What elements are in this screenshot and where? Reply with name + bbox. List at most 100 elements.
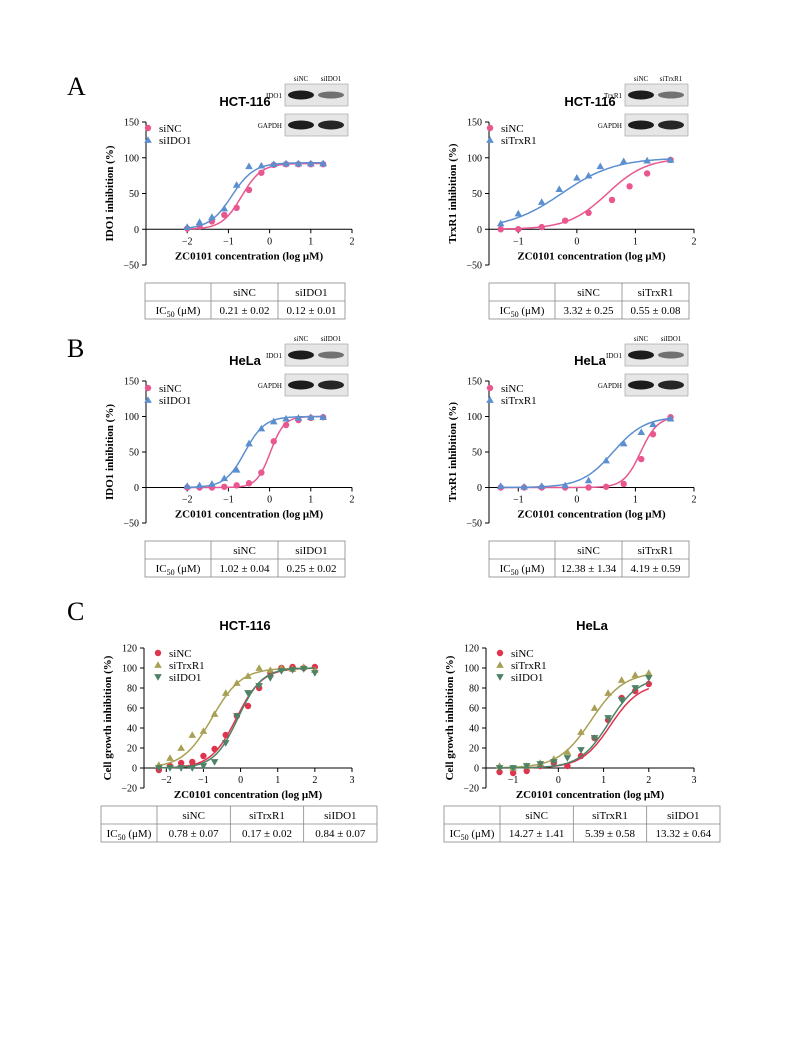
fit-curve-sitrxr1 bbox=[500, 417, 671, 489]
table-header: siIDO1 bbox=[295, 545, 327, 557]
data-point-siido1 bbox=[155, 765, 163, 772]
blot-col-label: siIDO1 bbox=[661, 335, 682, 343]
legend-marker-sitrxr1 bbox=[486, 396, 494, 403]
data-point-siido1 bbox=[536, 761, 545, 768]
data-point-siido1 bbox=[255, 683, 263, 690]
data-point-sitrxr1 bbox=[537, 482, 546, 489]
data-point-sitrxr1 bbox=[666, 414, 675, 422]
data-point-siido1 bbox=[563, 755, 572, 762]
data-point-siido1 bbox=[307, 413, 315, 421]
legend-marker-siido1 bbox=[144, 136, 152, 143]
table-header: siNC bbox=[233, 287, 256, 299]
chart-title: HCT-116 bbox=[564, 94, 615, 109]
y-tick-label: 100 bbox=[467, 153, 482, 164]
legend-label-sitrxr1: siTrxR1 bbox=[501, 395, 537, 407]
legend-label-sinc: siNC bbox=[169, 648, 192, 660]
blot-band bbox=[658, 120, 684, 130]
legend-marker-siido1 bbox=[154, 674, 162, 681]
table-header: siTrxR1 bbox=[592, 810, 628, 822]
y-tick-label: 60 bbox=[469, 704, 479, 715]
data-point-sitrxr1 bbox=[244, 672, 252, 679]
data-point-sitrxr1 bbox=[573, 173, 581, 181]
data-point-sitrxr1 bbox=[577, 728, 585, 735]
x-axis-title: ZC0101 concentration (log μM) bbox=[516, 789, 665, 801]
data-point-sitrxr1 bbox=[166, 754, 174, 761]
data-point-sinc bbox=[270, 438, 277, 445]
x-tick-label: 3 bbox=[350, 775, 355, 786]
x-tick-label: 0 bbox=[574, 236, 579, 247]
panel-label-c: C bbox=[67, 597, 84, 626]
y-axis-title: TrxR1 inhibition (%) bbox=[447, 143, 459, 243]
y-tick-label: 50 bbox=[129, 448, 139, 459]
y-tick-label: −50 bbox=[123, 261, 139, 272]
data-point-sinc bbox=[643, 170, 651, 177]
blot-strip bbox=[624, 373, 689, 397]
data-point-siido1 bbox=[208, 480, 216, 487]
data-point-sitrxr1 bbox=[619, 157, 628, 165]
data-point-sitrxr1 bbox=[666, 156, 675, 163]
table-value: 13.32 ± 0.64 bbox=[656, 828, 712, 840]
fit-curve-siido1 bbox=[158, 667, 315, 769]
data-point-sinc bbox=[245, 186, 253, 194]
x-tick-label: −1 bbox=[223, 236, 234, 247]
data-point-sitrxr1 bbox=[555, 185, 564, 193]
blot-col-label: siTrxR1 bbox=[660, 75, 683, 83]
legend-marker-sinc bbox=[486, 384, 494, 392]
blot-row-label: GAPDH bbox=[258, 122, 282, 130]
y-tick-label: −20 bbox=[463, 784, 479, 795]
x-tick-label: 2 bbox=[350, 495, 355, 506]
x-tick-label: 0 bbox=[267, 495, 272, 506]
chart-title: HeLa bbox=[229, 353, 262, 368]
data-point-sitrxr1 bbox=[266, 666, 275, 673]
data-point-siido1 bbox=[166, 765, 174, 772]
data-point-siido1 bbox=[177, 765, 185, 772]
data-point-sitrxr1 bbox=[596, 162, 605, 170]
blot-band bbox=[288, 90, 314, 100]
table-header: siNC bbox=[577, 287, 600, 299]
y-tick-label: 80 bbox=[469, 684, 479, 695]
x-tick-label: −1 bbox=[513, 495, 524, 506]
data-point-sinc bbox=[523, 767, 530, 775]
fit-curve-siido1 bbox=[499, 681, 650, 769]
data-point-siido1 bbox=[577, 747, 585, 754]
y-axis-title: Cell growth inhibition (%) bbox=[102, 655, 114, 780]
data-point-siido1 bbox=[233, 713, 241, 720]
blot-col-label: siNC bbox=[634, 335, 649, 343]
data-point-sinc bbox=[177, 759, 185, 767]
data-point-siido1 bbox=[550, 759, 558, 766]
data-point-sinc bbox=[585, 209, 592, 217]
data-point-sitrxr1 bbox=[617, 676, 626, 683]
data-point-sitrxr1 bbox=[643, 156, 651, 164]
table-header: siIDO1 bbox=[324, 810, 356, 822]
blot-strip bbox=[284, 83, 349, 107]
data-point-siido1 bbox=[208, 213, 216, 220]
table-header: siIDO1 bbox=[667, 810, 699, 822]
data-point-sitrxr1 bbox=[563, 748, 572, 755]
table-row-label: IC50 (μM) bbox=[156, 305, 201, 319]
blot-band bbox=[658, 380, 684, 390]
y-axis-title: IDO1 inhibition (%) bbox=[104, 404, 116, 500]
blot-strip bbox=[284, 373, 349, 397]
blot-col-label: siIDO1 bbox=[321, 335, 342, 343]
data-point-sitrxr1 bbox=[177, 744, 185, 751]
data-point-sinc bbox=[602, 483, 610, 490]
data-point-siido1 bbox=[257, 161, 266, 169]
y-tick-label: 100 bbox=[124, 153, 139, 164]
y-tick-label: 40 bbox=[127, 724, 137, 735]
table-row-label: IC50 (μM) bbox=[156, 563, 201, 577]
data-point-siido1 bbox=[495, 765, 504, 772]
data-point-sinc bbox=[189, 758, 196, 766]
table-header: siNC bbox=[525, 810, 548, 822]
x-tick-label: 3 bbox=[692, 775, 697, 786]
data-point-sinc bbox=[608, 196, 616, 204]
legend-marker-sinc bbox=[486, 124, 494, 132]
table-value: 4.19 ± 0.59 bbox=[630, 563, 681, 575]
y-tick-label: 0 bbox=[477, 225, 482, 236]
table-value: 0.21 ± 0.02 bbox=[219, 305, 269, 317]
data-point-siido1 bbox=[311, 670, 319, 677]
blot-band bbox=[628, 350, 654, 360]
x-axis-title: ZC0101 concentration (log μM) bbox=[175, 509, 324, 521]
x-tick-label: 1 bbox=[308, 495, 313, 506]
data-point-siido1 bbox=[509, 765, 517, 772]
